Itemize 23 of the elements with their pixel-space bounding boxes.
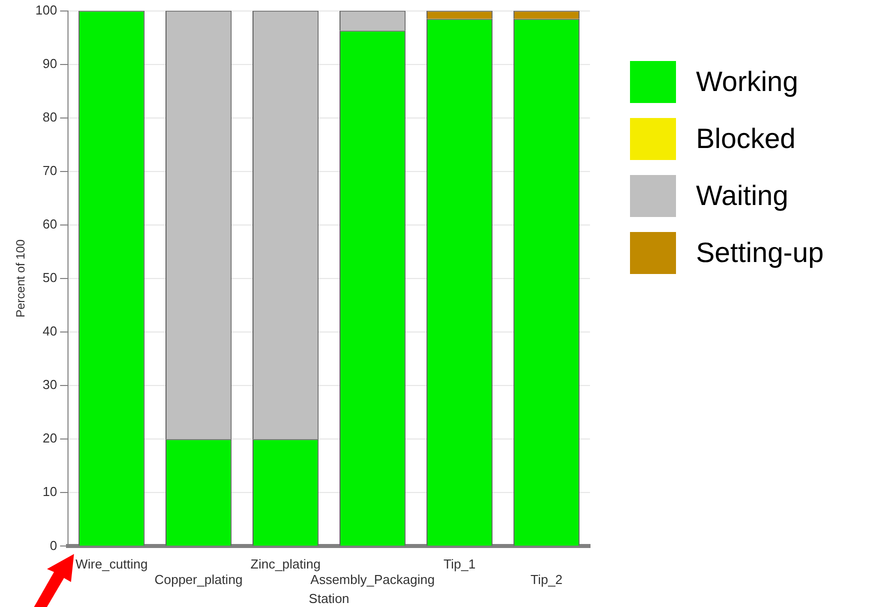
y-tick-label: 50 bbox=[42, 270, 58, 286]
legend-label: Blocked bbox=[696, 123, 796, 155]
x-tick-label: Tip_2 bbox=[530, 572, 563, 588]
x-tick-label: Assembly_Packaging bbox=[310, 572, 435, 588]
y-tick-label: 10 bbox=[42, 484, 58, 500]
y-tick-label: 40 bbox=[42, 324, 58, 339]
y-tick-label: 20 bbox=[42, 430, 58, 446]
y-tick-label: 100 bbox=[35, 2, 58, 18]
x-tick-label: Copper_plating bbox=[154, 572, 243, 588]
y-tick-label: 80 bbox=[42, 109, 58, 124]
y-axis-title: Percent of 100 bbox=[14, 239, 28, 318]
legend-label: Waiting bbox=[696, 180, 788, 212]
y-tick-label: 30 bbox=[42, 377, 58, 392]
y-tick-label: 90 bbox=[42, 56, 58, 71]
y-tick-label: 60 bbox=[42, 216, 58, 232]
y-tick-label: 70 bbox=[42, 163, 58, 178]
y-tick-label: 0 bbox=[50, 538, 58, 553]
x-tick-label: Tip_1 bbox=[444, 556, 476, 572]
x-axis-title: Station bbox=[308, 590, 350, 606]
legend-label: Working bbox=[696, 66, 798, 98]
x-tick-label: Wire_cutting bbox=[75, 556, 148, 572]
legend-label: Setting-up bbox=[696, 237, 824, 269]
x-tick-label: Zinc_plating bbox=[250, 556, 321, 572]
